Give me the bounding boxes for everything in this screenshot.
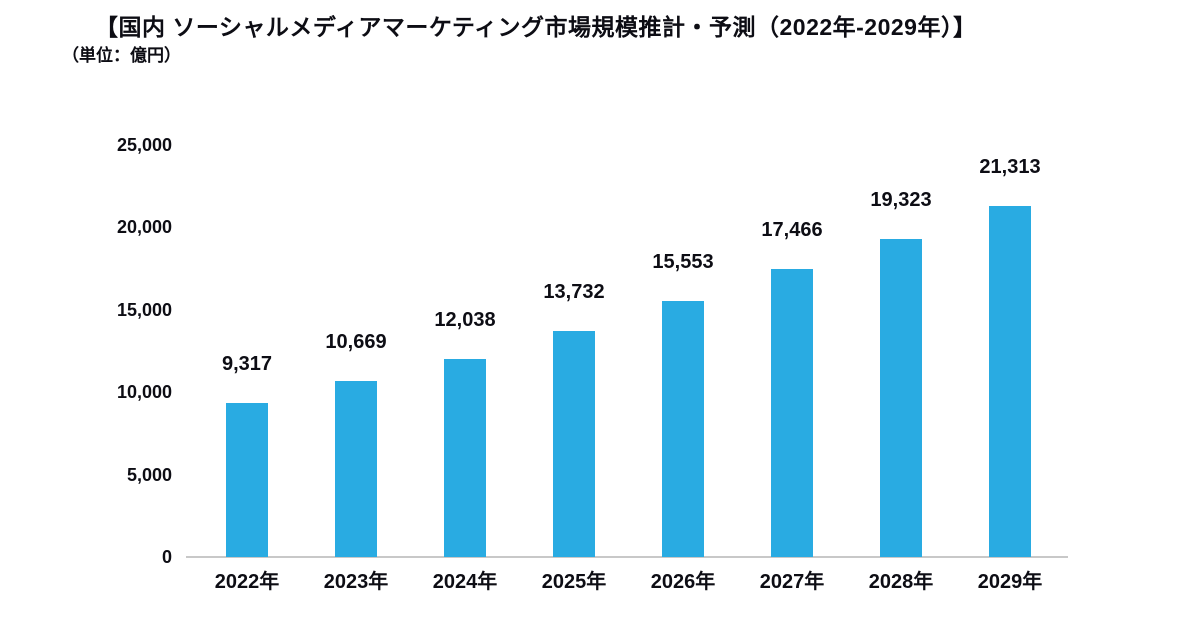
y-axis-tick-label: 25,000 <box>116 135 172 155</box>
bar-value-label: 21,313 <box>979 155 1041 178</box>
x-axis-tick-label: 2022年 <box>214 571 280 593</box>
bar-2023年 <box>335 381 377 557</box>
bar-value-label: 9,317 <box>221 353 273 376</box>
x-axis-tick-label: 2025年 <box>541 571 607 593</box>
x-axis-tick-label: 2024年 <box>432 571 498 593</box>
x-axis-tick-label: 2027年 <box>759 571 825 593</box>
y-axis-tick-label: 15,000 <box>116 299 172 320</box>
bar-2025年 <box>553 330 595 557</box>
y-axis-tick-label: 20,000 <box>116 217 172 238</box>
y-axis-tick-label: 5,000 <box>126 464 172 485</box>
bar-value-label: 13,732 <box>543 280 605 303</box>
bar-2022年 <box>226 403 268 557</box>
bar-value-label: 12,038 <box>434 308 496 331</box>
x-axis-tick-label: 2029年 <box>977 571 1043 593</box>
bar-value-label: 17,466 <box>761 219 823 242</box>
y-axis-tick-label: 0 <box>161 547 172 567</box>
x-axis-tick-label: 2026年 <box>650 571 716 593</box>
bar-2024年 <box>444 358 486 557</box>
bar-value-label: 15,553 <box>652 250 714 273</box>
y-axis-tick-label: 10,000 <box>116 382 172 403</box>
unit-label: （単位：億円） <box>62 46 181 65</box>
bar-2026年 <box>662 300 704 557</box>
bar-value-label: 10,669 <box>325 331 387 354</box>
bar-value-label: 19,323 <box>870 188 932 211</box>
bar-2029年 <box>989 205 1031 557</box>
bar-2027年 <box>771 269 813 557</box>
x-axis-tick-label: 2023年 <box>323 571 389 593</box>
bar-2028年 <box>880 238 922 557</box>
x-axis-line <box>186 556 1068 558</box>
page-title: 【国内 ソーシャルメディアマーケティング市場規模推計・予測（2022年-2029… <box>95 14 977 40</box>
x-axis-tick-label: 2028年 <box>868 571 934 593</box>
